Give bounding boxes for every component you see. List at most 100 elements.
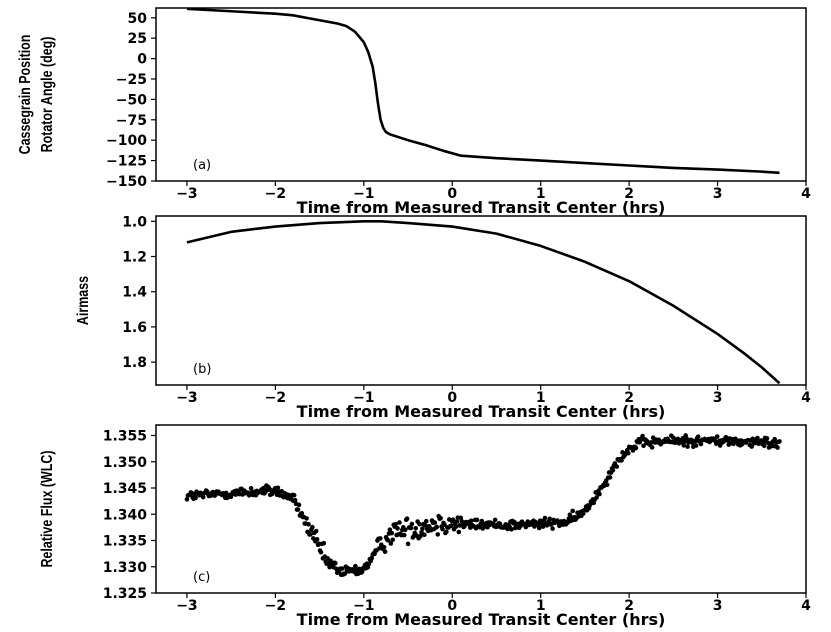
- y-axis-label: Rotator Angle (deg): [39, 36, 57, 152]
- data-point: [680, 435, 686, 441]
- panel-c-relative-flux: −3 −2 −1 0 1 2 3 4 1.355 1.350 1.345 1.340 1.335 1.33…: [39, 424, 811, 629]
- x-tick-label: 0: [447, 186, 457, 202]
- data-point: [649, 445, 655, 450]
- y-axis-label: Airmass: [75, 276, 93, 325]
- y-axis-label: Cassegrain Position: [17, 35, 35, 155]
- data-point: [408, 525, 414, 531]
- x-tick-label: 0: [447, 390, 457, 406]
- data-point: [423, 518, 429, 524]
- data-point: [462, 523, 467, 529]
- data-point: [492, 517, 498, 523]
- data-point: [292, 497, 298, 503]
- plot-frame: [155, 215, 807, 386]
- data-point: [731, 441, 736, 447]
- data-point: [184, 497, 190, 502]
- x-tick-label: 3: [713, 390, 723, 406]
- data-point: [755, 435, 760, 441]
- x-tick-label: 2: [624, 390, 634, 406]
- data-point: [693, 443, 699, 448]
- data-point: [542, 515, 548, 521]
- y-tick-label: −25: [116, 72, 147, 88]
- data-point: [540, 524, 546, 529]
- y-tick-label: 1.335: [103, 534, 147, 550]
- x-tick-label: 2: [624, 186, 634, 202]
- x-tick-label: −3: [176, 390, 197, 406]
- x-axis-label: Time from Measured Transit Center (hrs): [297, 402, 666, 421]
- data-point: [409, 521, 415, 527]
- x-tick-label: −1: [353, 186, 374, 202]
- data-point: [604, 482, 610, 488]
- y-tick-label: 50: [128, 11, 148, 27]
- data-point: [764, 436, 770, 441]
- data-point: [450, 517, 456, 523]
- data-point: [633, 445, 639, 451]
- data-point: [750, 436, 755, 442]
- plot-frame: [155, 7, 807, 182]
- y-tick-label: 1.350: [103, 455, 148, 471]
- x-tick-label: 2: [624, 598, 634, 614]
- data-point: [359, 569, 365, 575]
- data-point: [775, 445, 780, 450]
- x-tick-label: −3: [176, 598, 197, 614]
- data-point: [434, 524, 440, 530]
- data-point: [296, 502, 302, 508]
- panel-label: (a): [193, 158, 211, 173]
- series-line-0: [186, 7, 780, 175]
- data-point: [777, 439, 782, 444]
- data-point: [248, 486, 254, 491]
- data-point: [395, 526, 400, 531]
- panel-label: (b): [193, 362, 211, 377]
- x-tick-label: 1: [536, 598, 546, 614]
- data-point: [413, 525, 419, 531]
- data-point: [388, 541, 394, 546]
- y-tick-label: 1.2: [122, 249, 147, 265]
- data-point: [607, 475, 613, 480]
- data-point: [387, 527, 393, 532]
- data-point: [435, 532, 441, 537]
- panel-label: (c): [193, 570, 210, 585]
- x-tick-label: −2: [265, 390, 286, 406]
- data-point: [536, 525, 542, 531]
- data-point: [281, 494, 286, 500]
- data-point: [295, 507, 301, 512]
- data-point: [641, 443, 646, 449]
- data-point: [378, 536, 383, 541]
- data-point: [535, 522, 541, 527]
- x-tick-label: 3: [713, 598, 723, 614]
- data-point: [570, 508, 576, 514]
- data-point: [418, 533, 423, 539]
- x-tick-label: 0: [447, 598, 457, 614]
- data-point: [299, 510, 305, 516]
- y-tick-label: 1.355: [103, 429, 147, 445]
- data-point: [390, 537, 396, 543]
- x-tick-label: −1: [353, 390, 374, 406]
- data-point: [306, 522, 311, 527]
- data-point: [698, 441, 704, 447]
- data-point: [714, 434, 720, 439]
- y-tick-label: −125: [106, 154, 147, 170]
- series-line-0: [186, 219, 781, 385]
- data-point: [610, 467, 616, 473]
- x-tick-label: −2: [265, 186, 286, 202]
- data-point: [695, 434, 701, 440]
- data-point: [405, 541, 411, 547]
- data-point: [474, 517, 480, 523]
- data-point: [619, 458, 624, 463]
- y-tick-label: 1.0: [122, 214, 147, 230]
- data-point: [448, 523, 454, 529]
- data-point: [401, 532, 407, 538]
- data-point: [339, 566, 345, 571]
- data-point: [685, 444, 690, 449]
- panel-b-airmass: −3 −2 −1 0 1 2 3 4 1.0 1.2 1.4 1.6 1.8 Time from Meas…: [75, 214, 812, 421]
- data-point: [432, 520, 438, 525]
- data-point: [308, 532, 313, 537]
- data-point: [385, 537, 391, 543]
- data-point: [509, 527, 514, 532]
- data-point: [420, 526, 425, 531]
- data-point: [444, 529, 449, 535]
- data-point: [423, 523, 428, 528]
- y-tick-label: 25: [128, 31, 147, 47]
- y-tick-label: 1.4: [122, 285, 147, 301]
- y-tick-label: −100: [106, 133, 147, 149]
